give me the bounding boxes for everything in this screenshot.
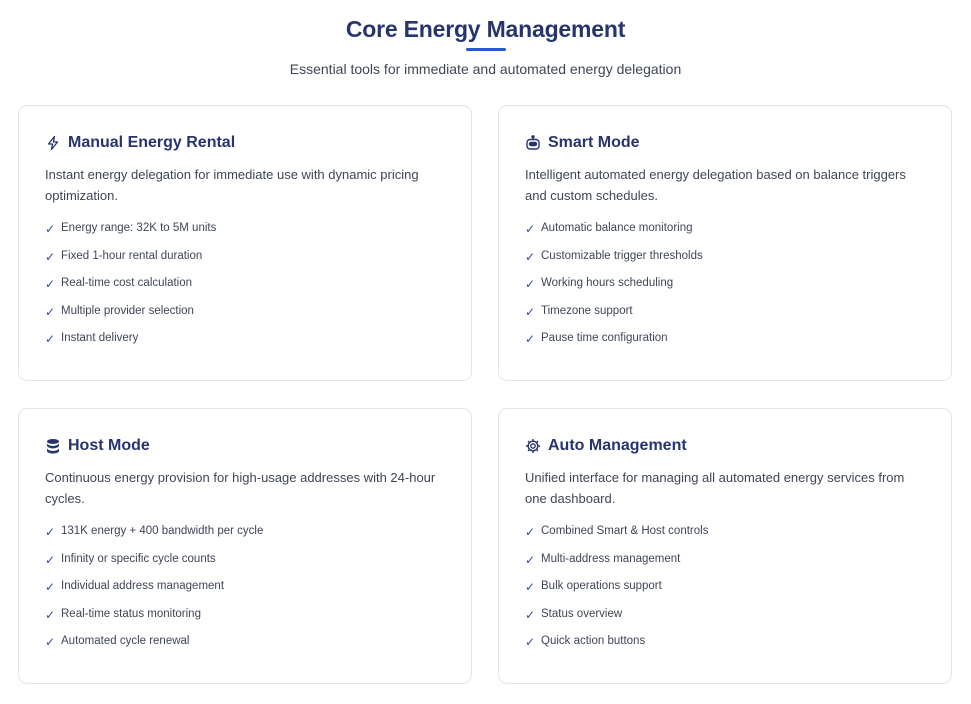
check-icon: ✓ xyxy=(45,332,56,346)
feature-item: ✓ Timezone support xyxy=(525,305,925,333)
card-description: Intelligent automated energy delegation … xyxy=(525,167,906,203)
feature-item: ✓ Energy range: 32K to 5M units xyxy=(45,222,445,250)
feature-text: Bulk operations support xyxy=(541,580,662,592)
check-icon: ✓ xyxy=(525,552,536,567)
feature-text: 131K energy + 400 bandwidth per cycle xyxy=(61,525,264,537)
feature-text: Combined Smart & Host controls xyxy=(541,525,709,537)
feature-card-auto-management: Auto Management Unified interface for man… xyxy=(498,408,952,684)
feature-item: ✓ Status overview xyxy=(525,608,925,636)
check-icon: ✓ xyxy=(525,277,536,291)
feature-item: ✓ Instant delivery xyxy=(45,332,445,360)
check-icon: ✓ xyxy=(45,607,56,622)
feature-list: ✓ Energy range: 32K to 5M units ✓ Fixed 1-h… xyxy=(45,222,445,360)
feature-item: ✓ Real-time status monitoring xyxy=(45,608,445,636)
card-title-row: Smart Mode xyxy=(525,132,925,154)
feature-list: ✓ 131K energy + 400 bandwidth per cycle ✓ I… xyxy=(45,525,445,663)
gear-icon xyxy=(525,438,541,454)
check-icon: ✓ xyxy=(525,580,536,594)
card-title: Host Mode xyxy=(68,437,150,454)
feature-item: ✓ Fixed 1-hour rental duration xyxy=(45,250,445,278)
check-icon: ✓ xyxy=(525,249,536,264)
check-icon: ✓ xyxy=(45,635,56,649)
card-title: Manual Energy Rental xyxy=(68,134,236,151)
card-title: Auto Management xyxy=(548,437,687,454)
check-icon: ✓ xyxy=(525,304,536,319)
feature-card-host-mode: Host Mode Continuous energy provision for… xyxy=(18,408,472,684)
title-underline xyxy=(466,48,506,51)
feature-text: Automated cycle renewal xyxy=(61,635,190,647)
feature-text: Status overview xyxy=(541,607,623,620)
card-title-row: Auto Management xyxy=(525,435,925,457)
feature-text: Timezone support xyxy=(541,304,633,317)
feature-item: ✓ Automatic balance monitoring xyxy=(525,222,925,250)
check-icon: ✓ xyxy=(45,525,56,539)
feature-item: ✓ Multi-address management xyxy=(525,553,925,581)
feature-text: Fixed 1-hour rental duration xyxy=(61,249,203,262)
section-title: Core Energy Management xyxy=(345,16,626,42)
feature-item: ✓ Customizable trigger thresholds xyxy=(525,250,925,278)
card-title-row: Manual Energy Rental xyxy=(45,132,445,154)
feature-item: ✓ Infinity or specific cycle counts xyxy=(45,553,445,581)
check-icon: ✓ xyxy=(45,304,56,319)
feature-item: ✓ 131K energy + 400 bandwidth per cycle xyxy=(45,525,445,553)
feature-item: ✓ Quick action buttons xyxy=(525,635,925,663)
check-icon: ✓ xyxy=(525,332,536,346)
check-icon: ✓ xyxy=(525,607,536,622)
feature-text: Instant delivery xyxy=(61,332,139,344)
feature-item: ✓ Real-time cost calculation xyxy=(45,277,445,305)
feature-text: Working hours scheduling xyxy=(541,277,674,289)
feature-text: Pause time configuration xyxy=(541,332,668,344)
check-icon: ✓ xyxy=(45,580,56,594)
card-title: Smart Mode xyxy=(548,134,640,151)
check-icon: ✓ xyxy=(525,222,536,236)
feature-card-manual-energy-rental: Manual Energy Rental Instant energy deleg… xyxy=(18,105,472,381)
feature-item: ✓ Automated cycle renewal xyxy=(45,635,445,663)
card-title-row: Host Mode xyxy=(45,435,445,457)
check-icon: ✓ xyxy=(45,277,56,291)
feature-text: Energy range: 32K to 5M units xyxy=(61,222,217,234)
card-description: Unified interface for managing all autom… xyxy=(525,470,905,506)
robot-icon xyxy=(525,135,541,151)
feature-list: ✓ Automatic balance monitoring ✓ Customizab… xyxy=(525,222,925,360)
check-icon: ✓ xyxy=(45,552,56,567)
feature-text: Customizable trigger thresholds xyxy=(541,249,703,262)
lightning-icon xyxy=(45,135,61,151)
database-icon xyxy=(45,438,61,454)
feature-item: ✓ Individual address management xyxy=(45,580,445,608)
card-description: Continuous energy provision for high-usa… xyxy=(45,470,436,506)
feature-text: Automatic balance monitoring xyxy=(541,222,693,234)
feature-text: Multi-address management xyxy=(541,552,681,565)
feature-item: ✓ Combined Smart & Host controls xyxy=(525,525,925,553)
feature-text: Real-time cost calculation xyxy=(61,277,193,289)
feature-text: Quick action buttons xyxy=(541,635,646,647)
check-icon: ✓ xyxy=(525,525,536,539)
check-icon: ✓ xyxy=(525,635,536,649)
feature-text: Real-time status monitoring xyxy=(61,607,201,620)
feature-item: ✓ Working hours scheduling xyxy=(525,277,925,305)
feature-item: ✓ Bulk operations support xyxy=(525,580,925,608)
feature-text: Multiple provider selection xyxy=(61,304,194,317)
feature-item: ✓ Pause time configuration xyxy=(525,332,925,360)
feature-list: ✓ Combined Smart & Host controls ✓ Multi-ad… xyxy=(525,525,925,663)
feature-card-smart-mode: Smart Mode Intelligent automated energy d… xyxy=(498,105,952,381)
feature-text: Individual address management xyxy=(61,580,225,592)
feature-text: Infinity or specific cycle counts xyxy=(61,552,216,565)
check-icon: ✓ xyxy=(45,222,56,236)
card-description: Instant energy delegation for immediate … xyxy=(45,167,419,203)
check-icon: ✓ xyxy=(45,249,56,264)
feature-item: ✓ Multiple provider selection xyxy=(45,305,445,333)
section-subtitle: Essential tools for immediate and automa… xyxy=(289,61,682,77)
